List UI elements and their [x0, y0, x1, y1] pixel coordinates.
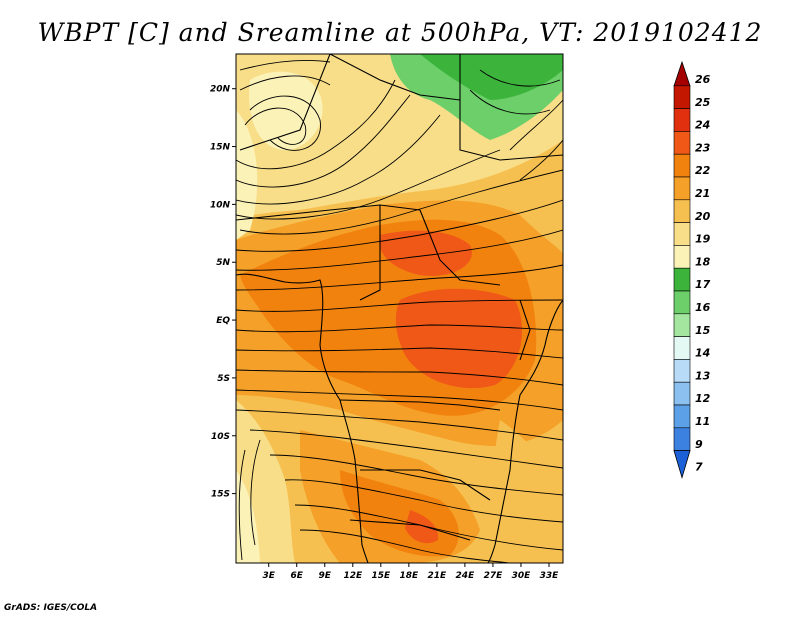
colorbar-swatch — [673, 450, 691, 480]
colorbar-swatch — [673, 153, 691, 178]
lat-tick-label: 10S — [211, 432, 230, 442]
colorbar-swatch — [673, 381, 691, 406]
colorbar-label: 15 — [695, 324, 711, 337]
streamlines — [236, 60, 563, 563]
colorbar-label: 13 — [695, 369, 711, 382]
colorbar-label: 11 — [695, 415, 710, 428]
lon-tick-label: 18E — [399, 571, 419, 581]
longitude-axis: 3E 6E 9E 12E 15E 18E 21E 24E 27E 30E 33E — [262, 563, 559, 581]
colorbar-swatch — [673, 404, 691, 429]
colorbar-swatch — [673, 222, 691, 246]
colorbar-label: 26 — [695, 73, 711, 86]
colorbar-swatch — [673, 199, 691, 223]
colorbar-label: 9 — [695, 438, 703, 451]
colorbar-swatch — [673, 290, 691, 315]
colorbar-label: 12 — [695, 392, 711, 405]
lon-tick-label: 15E — [371, 571, 391, 581]
colorbar-label: 17 — [695, 278, 711, 291]
colorbar: 26 25 24 23 22 21 20 19 18 17 16 15 14 13 12 11 9 7 — [673, 60, 711, 480]
map-frame — [235, 53, 564, 564]
colorbar-swatch — [673, 85, 691, 109]
lon-tick-label: 6E — [291, 571, 304, 581]
lon-tick-label: 30E — [512, 571, 532, 581]
lat-tick-label: 10N — [210, 200, 231, 210]
colorbar-label: 24 — [695, 119, 710, 132]
colorbar-swatch — [673, 427, 691, 451]
latitude-axis: 20N 15N 10N 5N EQ 5S 10S 15S — [210, 85, 236, 500]
lat-tick-label: 15S — [211, 490, 230, 500]
lat-tick-label: 5N — [216, 258, 230, 268]
colorbar-label: 14 — [695, 347, 710, 360]
lat-tick-label: 15N — [210, 143, 231, 153]
lon-tick-label: 12E — [343, 571, 363, 581]
colorbar-label: 18 — [695, 255, 711, 268]
colorbar-label: 16 — [695, 301, 711, 314]
colorbar-label: 7 — [695, 461, 703, 474]
colorbar-label: 20 — [695, 210, 711, 223]
colorbar-swatch — [673, 359, 691, 383]
colorbar-swatch — [673, 313, 691, 337]
lon-tick-label: 27E — [484, 571, 504, 581]
lon-tick-label: 21E — [428, 571, 448, 581]
lat-tick-label: 5S — [217, 374, 230, 384]
lon-tick-label: 33E — [540, 571, 560, 581]
lon-tick-label: 24E — [456, 571, 476, 581]
lon-tick-label: 3E — [262, 571, 275, 581]
colorbar-swatch — [673, 267, 691, 292]
colorbar-label: 21 — [695, 187, 710, 200]
wbpt-filled-field — [236, 54, 563, 563]
chart-title: WBPT [C] and Sreamline at 500hPa, VT: 20… — [37, 18, 763, 47]
colorbar-swatch — [673, 60, 691, 87]
colorbar-label: 22 — [695, 164, 711, 177]
colorbar-label: 23 — [695, 141, 711, 154]
colorbar-swatch — [673, 336, 691, 360]
colorbar-swatch — [673, 131, 691, 155]
lat-tick-label: 20N — [210, 85, 231, 95]
lon-tick-label: 9E — [319, 571, 332, 581]
colorbar-swatch — [673, 245, 691, 269]
colorbar-swatch — [673, 108, 691, 132]
coastlines-borders — [236, 54, 563, 563]
lat-tick-label: EQ — [216, 316, 230, 326]
colorbar-swatch — [673, 176, 691, 201]
colorbar-label: 25 — [695, 96, 711, 109]
footer-credit: GrADS: IGES/COLA — [4, 603, 98, 613]
colorbar-label: 19 — [695, 233, 711, 246]
